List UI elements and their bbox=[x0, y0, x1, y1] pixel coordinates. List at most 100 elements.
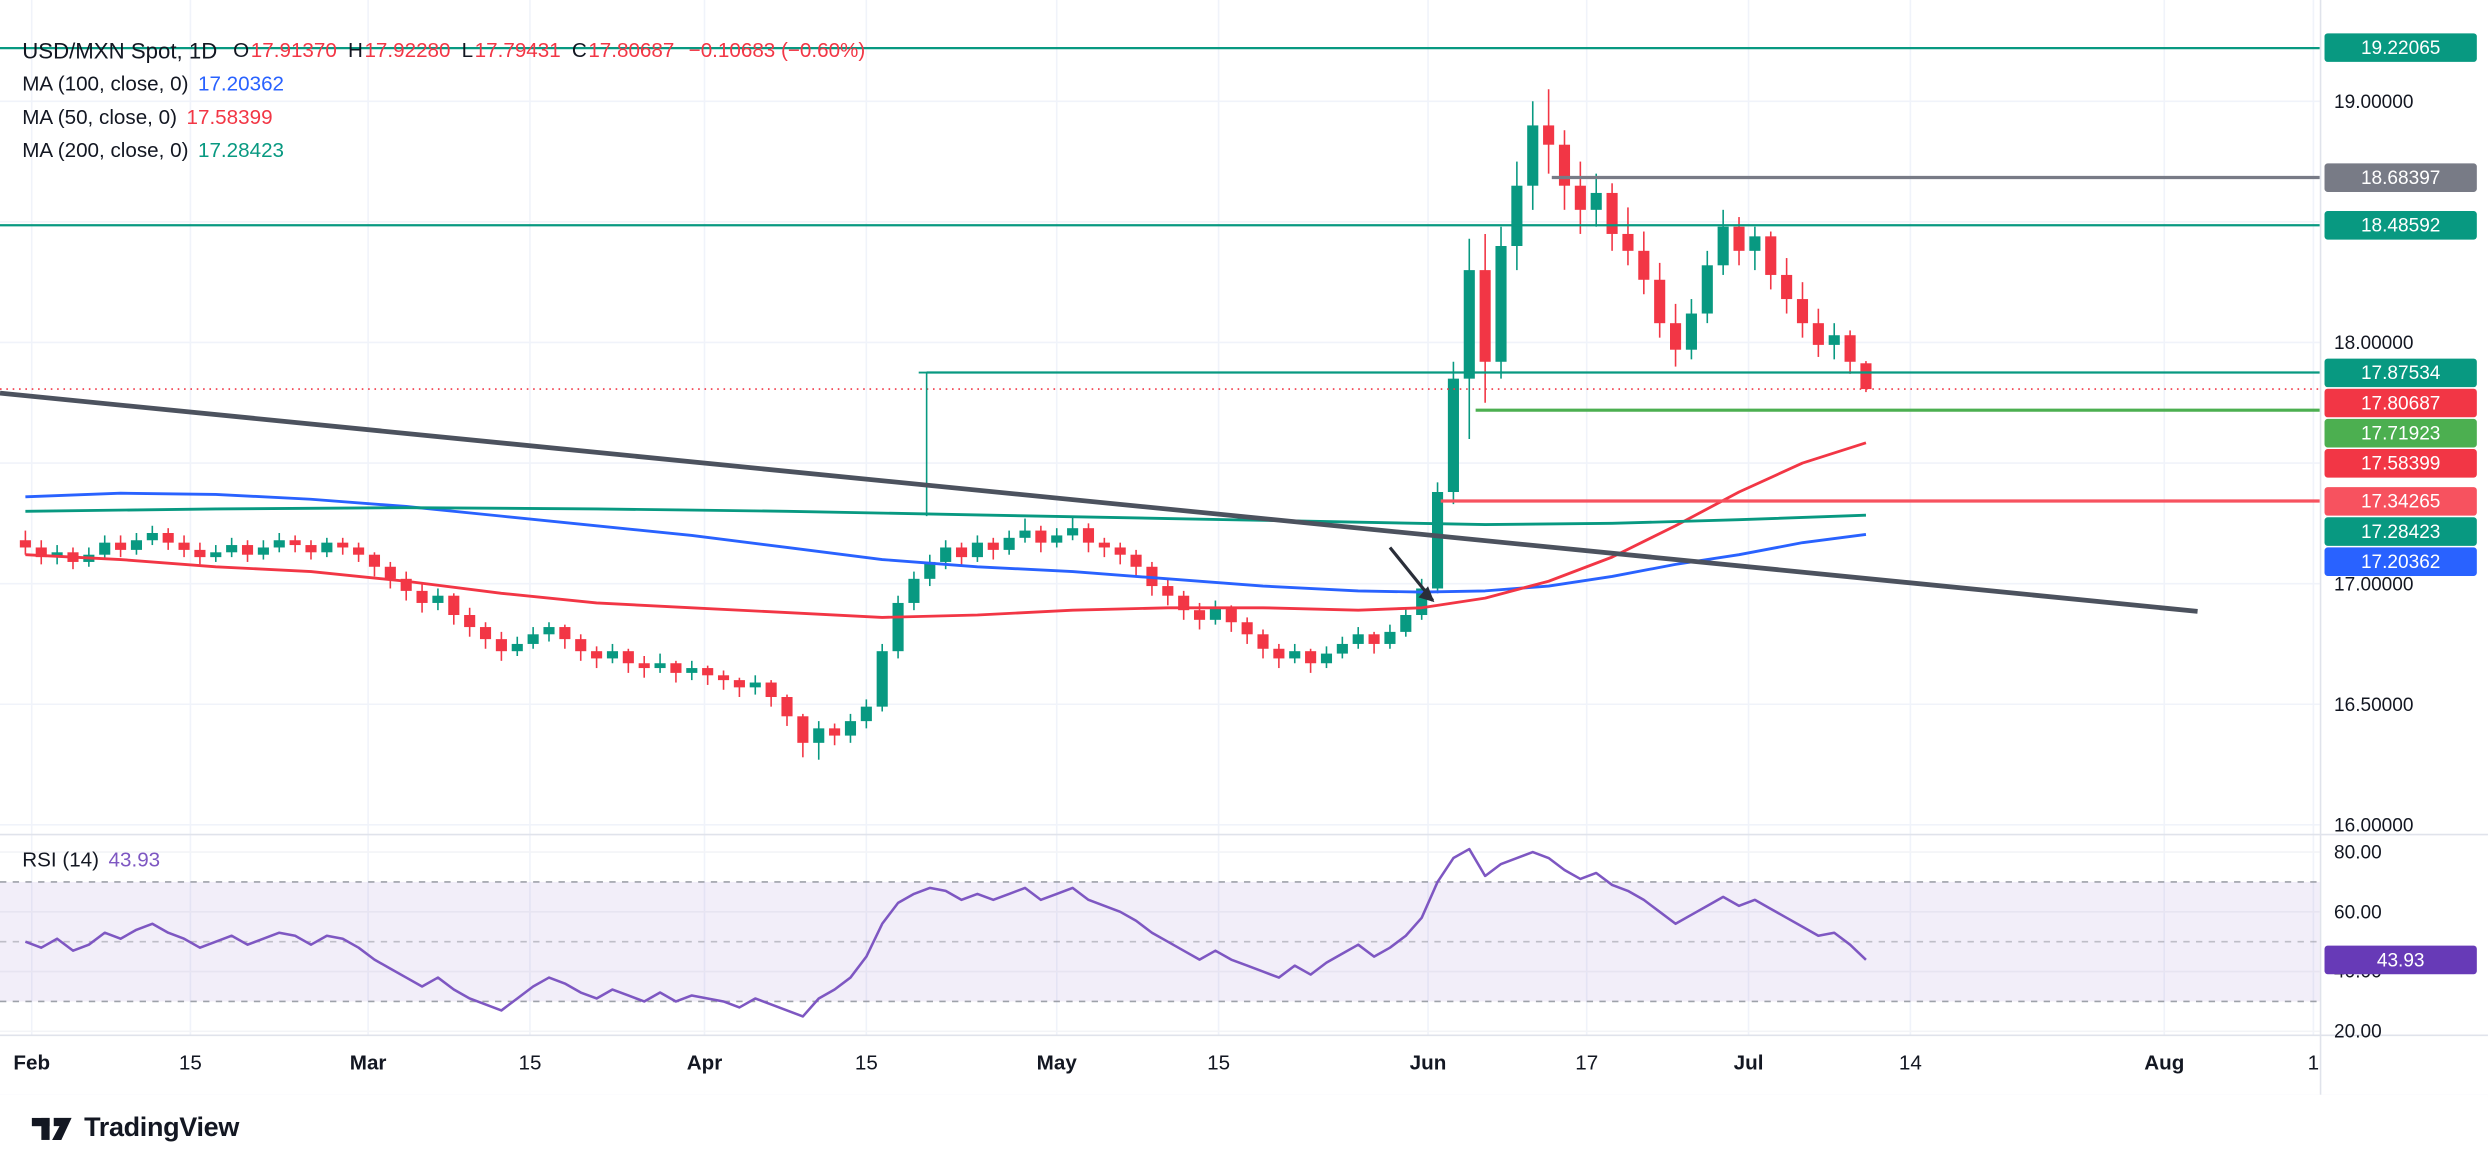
high-label: H bbox=[347, 38, 363, 62]
ma50-row: MA (50, close, 0) 17.58399 bbox=[22, 100, 865, 133]
time-axis[interactable]: Feb 15 Mar 15 Apr 15 May 15 Jun 17 Jul 14 Aug 1 bbox=[0, 1035, 2488, 1095]
candle-body bbox=[892, 602, 904, 652]
trendline[interactable] bbox=[0, 390, 2198, 614]
ma100-line[interactable] bbox=[25, 491, 1867, 594]
candle-body bbox=[1812, 323, 1824, 345]
rsi-line[interactable] bbox=[24, 847, 1867, 1018]
candle-body bbox=[511, 643, 523, 652]
ma50-label[interactable]: MA (50, close, 0) bbox=[22, 104, 177, 129]
low-value: L 17.79431 bbox=[462, 38, 561, 62]
candle-body bbox=[321, 542, 333, 553]
candle-body bbox=[1701, 265, 1713, 314]
candle-body bbox=[1114, 547, 1126, 555]
candle-body bbox=[1067, 528, 1079, 536]
candle-body bbox=[1574, 185, 1586, 210]
rsi-label[interactable]: RSI (14) bbox=[22, 847, 100, 872]
candle-body bbox=[1447, 378, 1459, 493]
candle-body bbox=[130, 540, 143, 550]
ma200-label[interactable]: MA (200, close, 0) bbox=[22, 138, 189, 162]
price-label-badge: 17.87534 bbox=[2324, 358, 2477, 387]
time-axis-label: 15 bbox=[178, 1050, 202, 1075]
candle-body bbox=[749, 682, 761, 688]
candle-body bbox=[384, 566, 396, 579]
arrow-head-icon bbox=[1418, 586, 1435, 603]
candle-body bbox=[162, 533, 174, 543]
time-axis-label: 15 bbox=[854, 1050, 878, 1075]
candle-body bbox=[1257, 634, 1269, 649]
candle-body bbox=[955, 547, 968, 558]
candle-body bbox=[971, 542, 983, 558]
candle-body bbox=[178, 542, 190, 550]
tradingview-wordmark: TradingView bbox=[84, 1112, 240, 1143]
price-axis-label: 18.00000 bbox=[2334, 331, 2414, 354]
candle-body bbox=[1400, 615, 1412, 632]
candle-body bbox=[353, 547, 365, 555]
candle-body bbox=[860, 706, 872, 722]
candle-body bbox=[717, 675, 730, 681]
candle-body bbox=[1527, 125, 1539, 186]
candle-body bbox=[622, 651, 634, 664]
candle-body bbox=[1622, 233, 1634, 251]
change-value: −0.10683 (−0.60%) bbox=[688, 38, 866, 62]
candle-body bbox=[527, 634, 539, 644]
ma100-label[interactable]: MA (100, close, 0) bbox=[22, 71, 189, 96]
candle-body bbox=[924, 561, 936, 579]
candle-body bbox=[289, 540, 301, 546]
ma200-line[interactable] bbox=[25, 506, 1867, 526]
candle-body bbox=[241, 545, 254, 555]
candle-body bbox=[1765, 236, 1777, 275]
symbol-title[interactable]: USD/MXN Spot, 1D bbox=[22, 37, 218, 63]
low-number: 17.79431 bbox=[474, 38, 561, 62]
footer-bar: TradingView bbox=[0, 1094, 2488, 1163]
candles-series[interactable] bbox=[19, 89, 1872, 760]
candle-body bbox=[591, 651, 603, 659]
candle-body bbox=[1225, 607, 1237, 623]
candle-body bbox=[1828, 335, 1840, 345]
candle-body bbox=[797, 716, 809, 743]
candle-body bbox=[51, 552, 63, 558]
tradingview-link[interactable]: TradingView bbox=[31, 1112, 240, 1145]
candle-body bbox=[257, 547, 269, 555]
candle-body bbox=[1479, 270, 1491, 362]
candle-body bbox=[1654, 279, 1666, 324]
candle-body bbox=[908, 578, 920, 603]
candle-body bbox=[210, 552, 222, 558]
candle-body bbox=[559, 627, 571, 640]
candle-body bbox=[543, 627, 555, 635]
low-label: L bbox=[461, 38, 474, 62]
candle-body bbox=[1193, 610, 1206, 620]
candle-body bbox=[1733, 226, 1745, 251]
candle-body bbox=[305, 545, 317, 553]
candle-body bbox=[115, 542, 127, 550]
price-axis-label: 17.00000 bbox=[2334, 572, 2414, 595]
price-axis-label: 16.50000 bbox=[2334, 693, 2414, 716]
candle-body bbox=[670, 663, 682, 673]
price-label-badge: 18.48592 bbox=[2324, 210, 2477, 240]
candle-body bbox=[1082, 528, 1095, 543]
candle-body bbox=[1717, 226, 1729, 266]
candle-body bbox=[19, 540, 31, 548]
candle-body bbox=[781, 697, 793, 717]
price-label-badge: 17.58399 bbox=[2324, 448, 2477, 478]
time-axis-label: May bbox=[1036, 1050, 1077, 1075]
price-label-badge: 17.71923 bbox=[2324, 418, 2477, 448]
candle-body bbox=[35, 547, 47, 558]
candle-body bbox=[464, 615, 476, 628]
ma50-line[interactable] bbox=[25, 441, 1867, 619]
level-lines[interactable] bbox=[0, 46, 2320, 517]
candle-body bbox=[1590, 192, 1602, 210]
price-label-badge: 17.80687 bbox=[2324, 388, 2477, 417]
candle-body bbox=[813, 728, 825, 743]
candle-body bbox=[1003, 537, 1015, 550]
candle-body bbox=[686, 668, 698, 673]
high-number: 17.92280 bbox=[364, 38, 451, 62]
ma200-row: MA (200, close, 0) 17.28423 bbox=[22, 133, 865, 166]
price-axis-label: 19.00000 bbox=[2334, 90, 2414, 113]
price-axis[interactable]: 19.00000 18.00000 17.00000 16.50000 16.00000… bbox=[2320, 0, 2488, 1095]
candle-body bbox=[1606, 192, 1618, 234]
time-axis-label: 17 bbox=[1575, 1050, 1599, 1075]
candle-body bbox=[226, 545, 238, 553]
candle-body bbox=[575, 639, 587, 652]
candle-body bbox=[400, 578, 412, 591]
